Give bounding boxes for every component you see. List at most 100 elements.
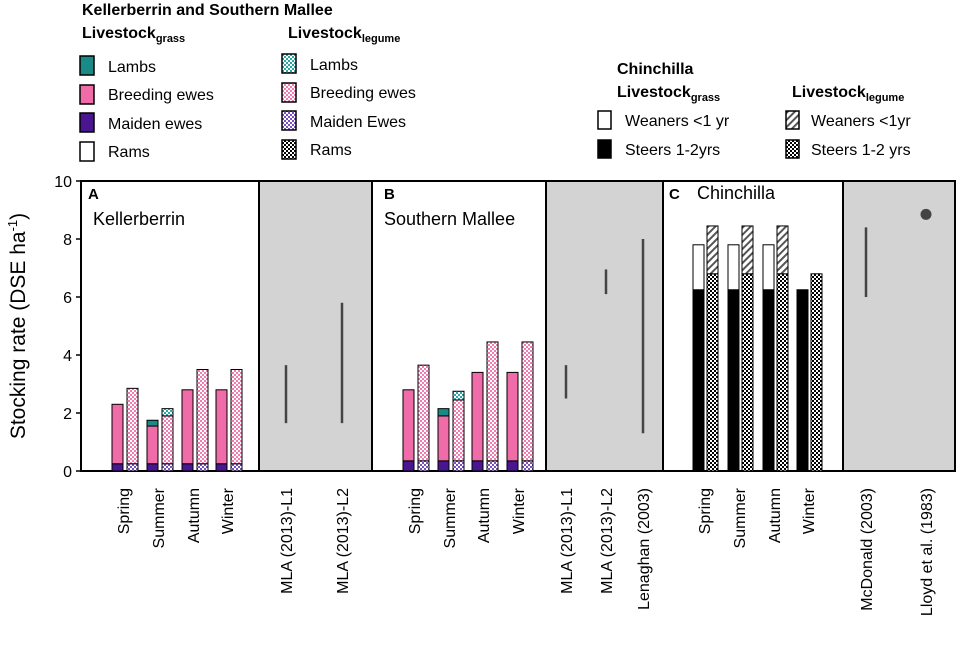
x-label-a-winter: Winter	[220, 487, 237, 534]
y-tick-label-10: 10	[54, 174, 72, 191]
bar-a-legume-2-breeding	[196, 369, 209, 465]
legend-ks-grass-header: Livestockgrass	[82, 25, 185, 45]
legend-label-weaners-legume: Weaners <1yr	[811, 113, 911, 130]
x-label-c-spring: Spring	[697, 488, 714, 534]
legend-swatch-weaners-legume	[785, 110, 800, 130]
bar-b-legume-1-lambs	[452, 390, 465, 401]
bar-a-legume-3-maiden	[230, 463, 243, 472]
bar-c-legume-1-steers	[741, 273, 754, 472]
bar-a-grass-1-lambs	[146, 419, 159, 427]
bar-a-legume-2-maiden	[196, 463, 209, 472]
bar-b-legume-0-breeding	[417, 364, 430, 462]
legend-label-steers-grass: Steers 1-2yrs	[625, 142, 720, 159]
bar-b-grass-1-lambs	[437, 408, 450, 417]
bar-b-grass-1-maiden	[437, 460, 450, 472]
bar-c-grass-0-weaners	[692, 244, 705, 291]
legend-label-lambs-legume: Lambs	[310, 57, 358, 74]
bar-b-grass-2-maiden	[471, 460, 484, 472]
bar-a-legume-0-maiden	[126, 463, 139, 472]
x-label-ref-c-0: McDonald (2003)	[859, 488, 876, 611]
bar-c-grass-1-steers	[727, 289, 740, 472]
y-tick-label-6: 6	[63, 290, 72, 307]
bar-a-grass-3-maiden	[215, 463, 228, 472]
x-label-c-winter: Winter	[801, 487, 818, 534]
x-label-b-summer: Summer	[442, 487, 459, 548]
bar-b-legume-0-maiden	[417, 460, 430, 472]
bar-a-legume-3-breeding	[230, 369, 243, 465]
bar-b-grass-3-maiden	[506, 460, 519, 472]
legend-chinchilla: Chinchilla Livestockgrass Livestocklegum…	[597, 61, 911, 159]
x-labels-layer: Spring Summer Autumn Winter MLA (2013)-L1 MLA…	[116, 487, 936, 616]
bar-c-legume-1-weaners	[741, 225, 754, 275]
bar-b-grass-0-maiden	[402, 460, 415, 472]
bar-c-legume-3-steers	[810, 273, 823, 472]
bar-c-legume-0-steers	[706, 273, 719, 472]
legend-swatch-breeding-grass	[79, 84, 95, 105]
legend-label-lambs-grass: Lambs	[108, 59, 156, 76]
bar-a-grass-1-maiden	[146, 463, 159, 472]
x-label-c-summer: Summer	[732, 487, 749, 548]
bar-c-grass-3-steers	[796, 289, 809, 472]
x-label-b-spring: Spring	[407, 488, 424, 534]
legend-swatch-weaners-grass	[597, 110, 612, 130]
panel-c-title: Chinchilla	[697, 183, 776, 203]
panel-b-reference-area	[546, 181, 663, 471]
bar-b-grass-0-breeding	[402, 389, 415, 462]
panel-a-title: Kellerberrin	[93, 209, 185, 229]
panel-b-letter: B	[384, 186, 395, 203]
panel-c-frame	[662, 180, 956, 472]
bar-b-legume-1-maiden	[452, 460, 465, 472]
bar-a-grass-2-maiden	[181, 463, 194, 472]
bar-b-legume-2-breeding	[486, 341, 499, 462]
x-label-a-spring: Spring	[116, 488, 133, 534]
legend-label-breeding-grass: Breeding ewes	[108, 87, 214, 104]
panel-c-letter: C	[669, 186, 680, 203]
bar-a-legume-1-maiden	[161, 463, 174, 472]
bar-a-legume-1-breeding	[161, 415, 174, 465]
bar-c-grass-0-steers	[692, 289, 705, 472]
x-label-c-autumn: Autumn	[767, 488, 784, 543]
x-label-ref-b-0: MLA (2013)-L1	[559, 488, 576, 594]
x-label-b-winter: Winter	[511, 487, 528, 534]
legend-swatch-steers-legume	[785, 139, 800, 159]
panel-a-reference-area	[259, 181, 372, 471]
y-tick-label-4: 4	[63, 348, 72, 365]
ref-point-c-1	[920, 208, 932, 220]
legend-swatch-steers-grass	[597, 139, 612, 159]
legend-swatch-lambs-grass	[79, 55, 95, 76]
y-tick-label-0: 0	[63, 464, 72, 481]
y-tick-label-8: 8	[63, 232, 72, 249]
bar-a-legume-1-lambs	[161, 408, 174, 417]
legend-swatch-breeding-legume	[281, 82, 297, 103]
legend-label-breeding-legume: Breeding ewes	[310, 85, 416, 102]
legend-swatch-maiden-grass	[79, 112, 95, 133]
bar-c-grass-1-weaners	[727, 244, 740, 291]
bar-b-legume-1-breeding	[452, 399, 465, 462]
legend-label-steers-legume: Steers 1-2 yrs	[811, 142, 911, 159]
bar-a-grass-0-breeding	[111, 403, 124, 465]
legend-ks-legume-header: Livestocklegume	[288, 25, 400, 45]
x-label-ref-a-0: MLA (2013)-L1	[279, 488, 296, 594]
bar-b-grass-2-breeding	[471, 371, 484, 462]
panel-c-reference-area	[843, 181, 955, 471]
panel-b-title: Southern Mallee	[384, 209, 515, 229]
legend-ch-grass-header: Livestockgrass	[617, 84, 720, 104]
bar-b-legume-3-breeding	[521, 341, 534, 462]
bar-b-legume-3-maiden	[521, 460, 534, 472]
bar-a-legume-0-breeding	[126, 387, 139, 465]
bar-b-legume-2-maiden	[486, 460, 499, 472]
bar-c-grass-2-steers	[762, 289, 775, 472]
legend-swatch-rams-legume	[281, 139, 297, 160]
bar-b-grass-3-breeding	[506, 371, 519, 462]
panel-a: A Kellerberrin	[80, 180, 373, 472]
legend-kellerberrin-mallee: Kellerberrin and Southern Mallee Livesto…	[79, 2, 416, 162]
legend-label-rams-legume: Rams	[310, 142, 352, 159]
y-tick-label-2: 2	[63, 406, 72, 423]
bar-c-legume-2-weaners	[776, 225, 789, 275]
bar-a-grass-2-breeding	[181, 389, 194, 465]
y-axis: 0 2 4 6 8 10	[54, 174, 81, 481]
x-label-a-autumn: Autumn	[186, 488, 203, 543]
legend-ch-legume-header: Livestocklegume	[792, 84, 904, 104]
x-label-ref-b-2: Lenaghan (2003)	[636, 488, 653, 610]
legend-swatch-rams-grass	[79, 141, 95, 162]
